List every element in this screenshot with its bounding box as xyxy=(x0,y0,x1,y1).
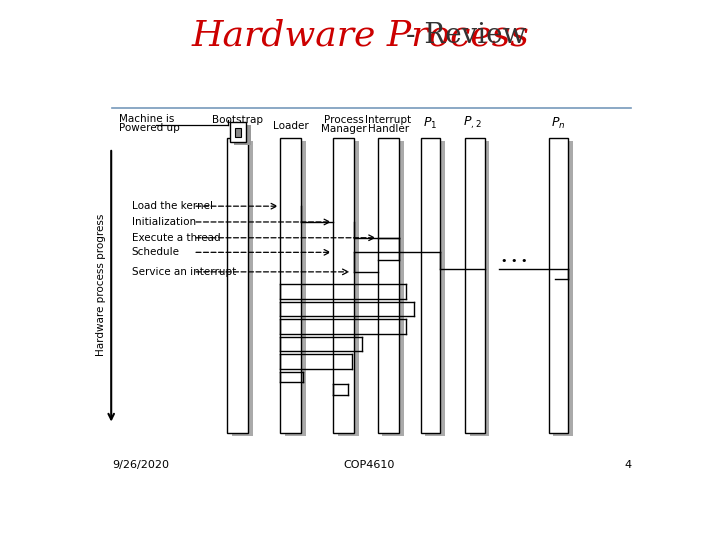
Bar xyxy=(425,141,445,436)
Text: Interrupt: Interrupt xyxy=(366,115,412,125)
Text: Hardware process progress: Hardware process progress xyxy=(96,214,106,356)
Text: $P_1$: $P_1$ xyxy=(423,116,438,131)
Text: - Review: - Review xyxy=(193,22,527,49)
Text: Service an interrupt: Service an interrupt xyxy=(132,267,236,277)
Text: Execute a thread: Execute a thread xyxy=(132,233,220,243)
Bar xyxy=(232,141,253,436)
Text: Schedule: Schedule xyxy=(132,247,180,258)
Bar xyxy=(230,122,246,141)
Bar xyxy=(554,141,573,436)
Text: 4: 4 xyxy=(624,460,631,470)
Bar xyxy=(284,141,306,436)
Text: Bootstrap: Bootstrap xyxy=(212,115,264,125)
Text: COP4610: COP4610 xyxy=(343,460,395,470)
Bar xyxy=(469,141,490,436)
Text: Powered up: Powered up xyxy=(119,123,180,133)
Text: Handler: Handler xyxy=(368,124,409,134)
Bar xyxy=(228,138,248,433)
Bar xyxy=(465,138,485,433)
Bar xyxy=(235,128,241,137)
Text: Load the kernel: Load the kernel xyxy=(132,201,213,211)
Text: $P_n$: $P_n$ xyxy=(552,116,566,131)
Text: Machine is: Machine is xyxy=(119,114,174,124)
Text: Loader: Loader xyxy=(273,122,309,131)
Text: • • •: • • • xyxy=(501,255,527,266)
Text: 9/26/2020: 9/26/2020 xyxy=(112,460,169,470)
Bar xyxy=(338,141,359,436)
Text: Manager: Manager xyxy=(321,124,366,134)
Bar xyxy=(382,141,404,436)
Bar xyxy=(420,138,440,433)
Text: Hardware Process: Hardware Process xyxy=(191,18,529,52)
Text: Initialization: Initialization xyxy=(132,217,196,227)
Text: $P_{,2}$: $P_{,2}$ xyxy=(464,115,482,131)
Text: Process: Process xyxy=(324,115,364,125)
Bar xyxy=(333,138,354,433)
Bar xyxy=(234,125,251,145)
Bar xyxy=(280,138,302,433)
Bar xyxy=(378,138,399,433)
Bar xyxy=(549,138,569,433)
